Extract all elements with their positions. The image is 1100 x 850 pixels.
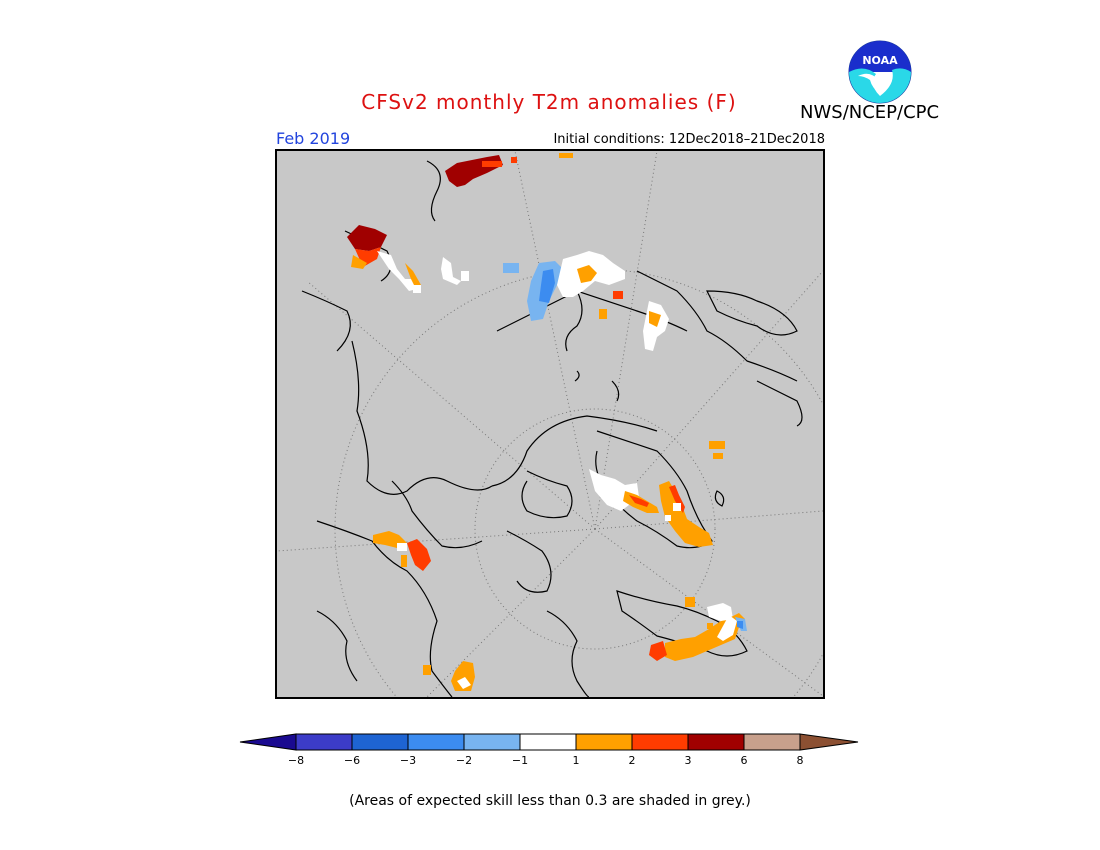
forecast-month: Feb 2019 — [276, 129, 351, 148]
colorbar-swatch — [799, 733, 859, 751]
agency-label: NWS/NCEP/CPC — [800, 102, 940, 123]
skill-note: (Areas of expected skill less than 0.3 a… — [349, 793, 751, 809]
colorbar-tick-label: 2 — [629, 754, 636, 767]
colorbar-swatch — [463, 733, 521, 751]
colorbar-swatch — [295, 733, 353, 751]
colorbar-swatches — [239, 733, 859, 751]
map-canvas — [277, 151, 823, 697]
colorbar: −8 −6 −3 −2 −1 1 2 3 6 8 — [239, 733, 859, 767]
polar-map — [275, 149, 825, 699]
colorbar-tick-label: 1 — [573, 754, 580, 767]
anomaly-patches — [347, 153, 747, 691]
colorbar-swatch — [575, 733, 633, 751]
colorbar-swatch — [351, 733, 409, 751]
colorbar-tick-label: −6 — [344, 754, 360, 767]
colorbar-tick-label: −3 — [400, 754, 416, 767]
colorbar-tick-label: −2 — [456, 754, 472, 767]
colorbar-swatch — [631, 733, 689, 751]
colorbar-swatch — [519, 733, 577, 751]
colorbar-swatch — [407, 733, 465, 751]
colorbar-swatch — [743, 733, 801, 751]
colorbar-tick-label: 3 — [685, 754, 692, 767]
colorbar-tick-label: 8 — [797, 754, 804, 767]
colorbar-swatch — [687, 733, 745, 751]
colorbar-swatch — [239, 733, 297, 751]
noaa-logo: NOAA — [848, 40, 912, 104]
colorbar-tick-label: 6 — [741, 754, 748, 767]
chart-title: CFSv2 monthly T2m anomalies (F) — [361, 90, 737, 114]
logo-text: NOAA — [862, 54, 898, 67]
colorbar-tick-label: −1 — [512, 754, 528, 767]
initial-conditions: Initial conditions: 12Dec2018–21Dec2018 — [553, 132, 825, 147]
colorbar-tick-label: −8 — [288, 754, 304, 767]
colorbar-labels: −8 −6 −3 −2 −1 1 2 3 6 8 — [288, 754, 804, 767]
coastlines — [301, 160, 803, 697]
